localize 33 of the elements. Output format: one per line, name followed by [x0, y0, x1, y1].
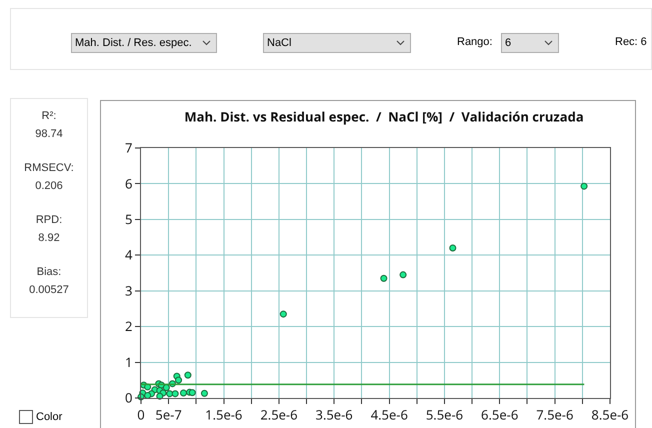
x-tick-label: 7.5e-6: [536, 406, 574, 424]
text: NaCl: [267, 37, 292, 49]
y-tick-label: 0: [124, 388, 132, 407]
x-tick-label: 0: [137, 406, 145, 424]
x-tick-label: 1.5e-6: [205, 406, 242, 424]
x-tick-label: 5e-7: [155, 406, 182, 424]
text: R²:: [40, 109, 58, 124]
text: Bias:: [36, 265, 62, 280]
x-tick-label: 3.5e-6: [316, 406, 353, 424]
y-tick-label: 2: [124, 317, 132, 336]
y-tick-label: 4: [124, 246, 133, 264]
text: Color: [36, 411, 62, 423]
x-tick-label: 4.5e-6: [370, 406, 408, 424]
x-tick-label: 2.5e-6: [260, 406, 298, 424]
x-tick-label: 6.5e-6: [481, 406, 518, 424]
text: 0.206: [34, 179, 64, 194]
x-tick-label: 5.5e-6: [426, 406, 464, 424]
text: RMSECV:: [23, 161, 75, 176]
y-tick-label: 6: [124, 174, 132, 192]
y-tick-label: 1: [124, 352, 132, 371]
text: 0.00527: [28, 283, 70, 298]
text: 6: [505, 37, 512, 49]
text: Mah. Dist. / Res. espec.: [75, 37, 192, 49]
text: RPD:: [34, 213, 64, 228]
y-tick-label: 7: [124, 138, 132, 157]
text: Rec: 6: [615, 36, 647, 48]
chart-title: Mah. Dist. vs Residual espec. / NaCl [%] / Validación cruzada: [184, 108, 584, 126]
y-tick-label: 5: [124, 210, 132, 228]
x-tick-label: 8.5e-6: [591, 406, 629, 424]
text: 98.74: [34, 127, 64, 142]
text: Rango:: [457, 36, 492, 48]
text: 8.92: [37, 231, 61, 246]
y-tick-label: 3: [124, 281, 132, 300]
